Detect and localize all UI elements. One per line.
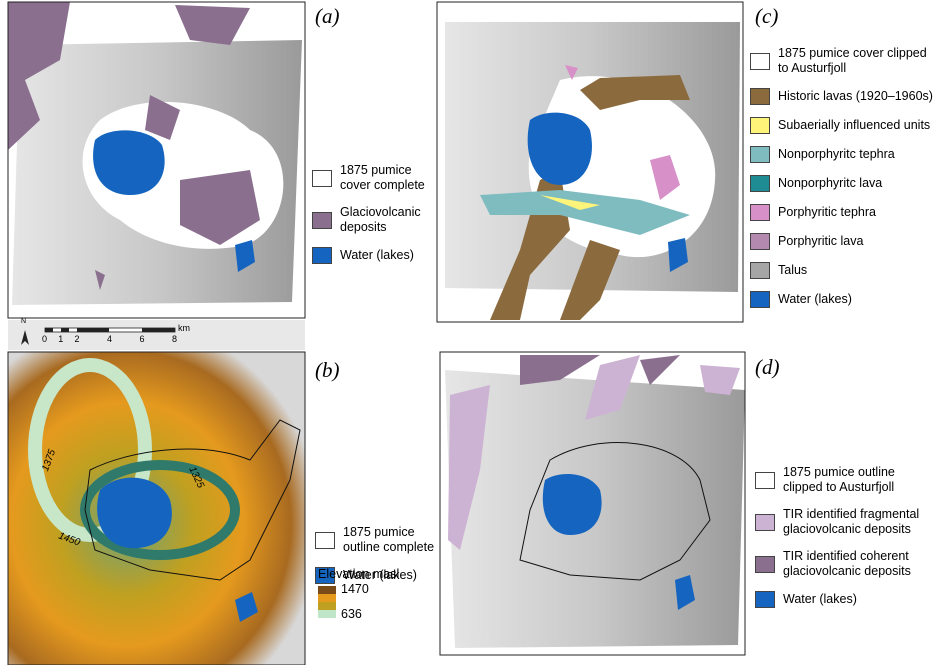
legend-label: TIR identified fragmental glaciovolcanic…: [783, 507, 935, 537]
legend-label: Talus: [778, 263, 807, 278]
legend-item: TIR identified coherent glaciovolcanic d…: [755, 549, 935, 579]
legend-swatch: [755, 591, 775, 608]
elevation-max: 1470: [341, 582, 369, 596]
legend-item: Nonporphyritc lava: [750, 175, 940, 192]
legend-swatch: [755, 514, 775, 531]
legend-swatch: [755, 556, 775, 573]
legend-label: 1875 pumice outline clipped to Austurfjo…: [783, 465, 935, 495]
legend-item: TIR identified fragmental glaciovolcanic…: [755, 507, 935, 537]
scale-tick-label: 6: [140, 334, 145, 344]
legend-swatch: [750, 53, 770, 70]
legend-label: Subaerially influenced units: [778, 118, 930, 133]
map-a: [8, 2, 305, 318]
legend-label: 1875 pumice cover complete: [340, 163, 437, 193]
legend-label: Porphyritic lava: [778, 234, 863, 249]
legend-label: Nonporphyritc lava: [778, 176, 882, 191]
scale-bar: [8, 320, 305, 350]
elevation-min: 636: [341, 607, 362, 621]
legend-label: 1875 pumice outline complete: [343, 525, 440, 555]
map-c: [437, 2, 743, 322]
elevation-title: Elevation masl: [318, 567, 399, 581]
panel-label: (c): [755, 4, 778, 29]
legend-item: 1875 pumice cover clipped to Austurfjoll: [750, 46, 940, 76]
scale-unit: km: [178, 323, 190, 333]
legend-label: Water (lakes): [340, 248, 414, 263]
legend-swatch: [315, 532, 335, 549]
legend-swatch: [312, 170, 332, 187]
scale-tick-label: 4: [107, 334, 112, 344]
legend-swatch: [750, 88, 770, 105]
panel-label: (b): [315, 358, 340, 383]
legend-item: Water (lakes): [750, 291, 940, 308]
scale-tick-label: 8: [172, 334, 177, 344]
legend-swatch: [750, 291, 770, 308]
legend-item: Subaerially influenced units: [750, 117, 940, 134]
scale-tick-label: 2: [75, 334, 80, 344]
legend-label: Water (lakes): [783, 592, 857, 607]
legend-label: TIR identified coherent glaciovolcanic d…: [783, 549, 935, 579]
legend-swatch: [750, 146, 770, 163]
legend-label: Water (lakes): [778, 292, 852, 307]
legend-swatch: [312, 212, 332, 229]
legend-item: Nonporphyritc tephra: [750, 146, 940, 163]
legend-item: Water (lakes): [755, 591, 935, 608]
legend: 1875 pumice outline clipped to Austurfjo…: [755, 465, 935, 620]
legend-item: 1875 pumice outline clipped to Austurfjo…: [755, 465, 935, 495]
scale-tick-label: 0: [42, 334, 47, 344]
map-d: [440, 352, 745, 655]
legend-swatch: [312, 247, 332, 264]
legend: 1875 pumice cover complete Glaciovolcanic…: [312, 163, 437, 276]
north-label: N: [21, 318, 26, 325]
legend-swatch: [750, 233, 770, 250]
panel-label: (d): [755, 355, 780, 380]
legend-swatch: [750, 262, 770, 279]
map-b: [8, 352, 305, 665]
legend-item: Porphyritic tephra: [750, 204, 940, 221]
legend-item: 1875 pumice outline complete: [315, 525, 440, 555]
legend-swatch: [750, 175, 770, 192]
legend-swatch: [755, 472, 775, 489]
panel-label: (a): [315, 4, 340, 29]
legend-swatch: [750, 204, 770, 221]
legend-label: 1875 pumice cover clipped to Austurfjoll: [778, 46, 940, 76]
legend-item: Historic lavas (1920–1960s): [750, 88, 940, 105]
scale-tick-label: 1: [58, 334, 63, 344]
legend-item: Water (lakes): [312, 247, 437, 264]
legend-swatch: [750, 117, 770, 134]
figure: (a) (b) (c) (d) 1875 pumice cover comple…: [0, 0, 940, 665]
legend-label: Historic lavas (1920–1960s): [778, 89, 933, 104]
legend-label: Porphyritic tephra: [778, 205, 876, 220]
legend-label: Glaciovolcanic deposits: [340, 205, 437, 235]
legend: 1875 pumice cover clipped to Austurfjoll…: [750, 46, 940, 320]
legend-label: Nonporphyritc tephra: [778, 147, 895, 162]
legend-item: Porphyritic lava: [750, 233, 940, 250]
legend-item: Glaciovolcanic deposits: [312, 205, 437, 235]
legend-item: Talus: [750, 262, 940, 279]
legend-item: 1875 pumice cover complete: [312, 163, 437, 193]
